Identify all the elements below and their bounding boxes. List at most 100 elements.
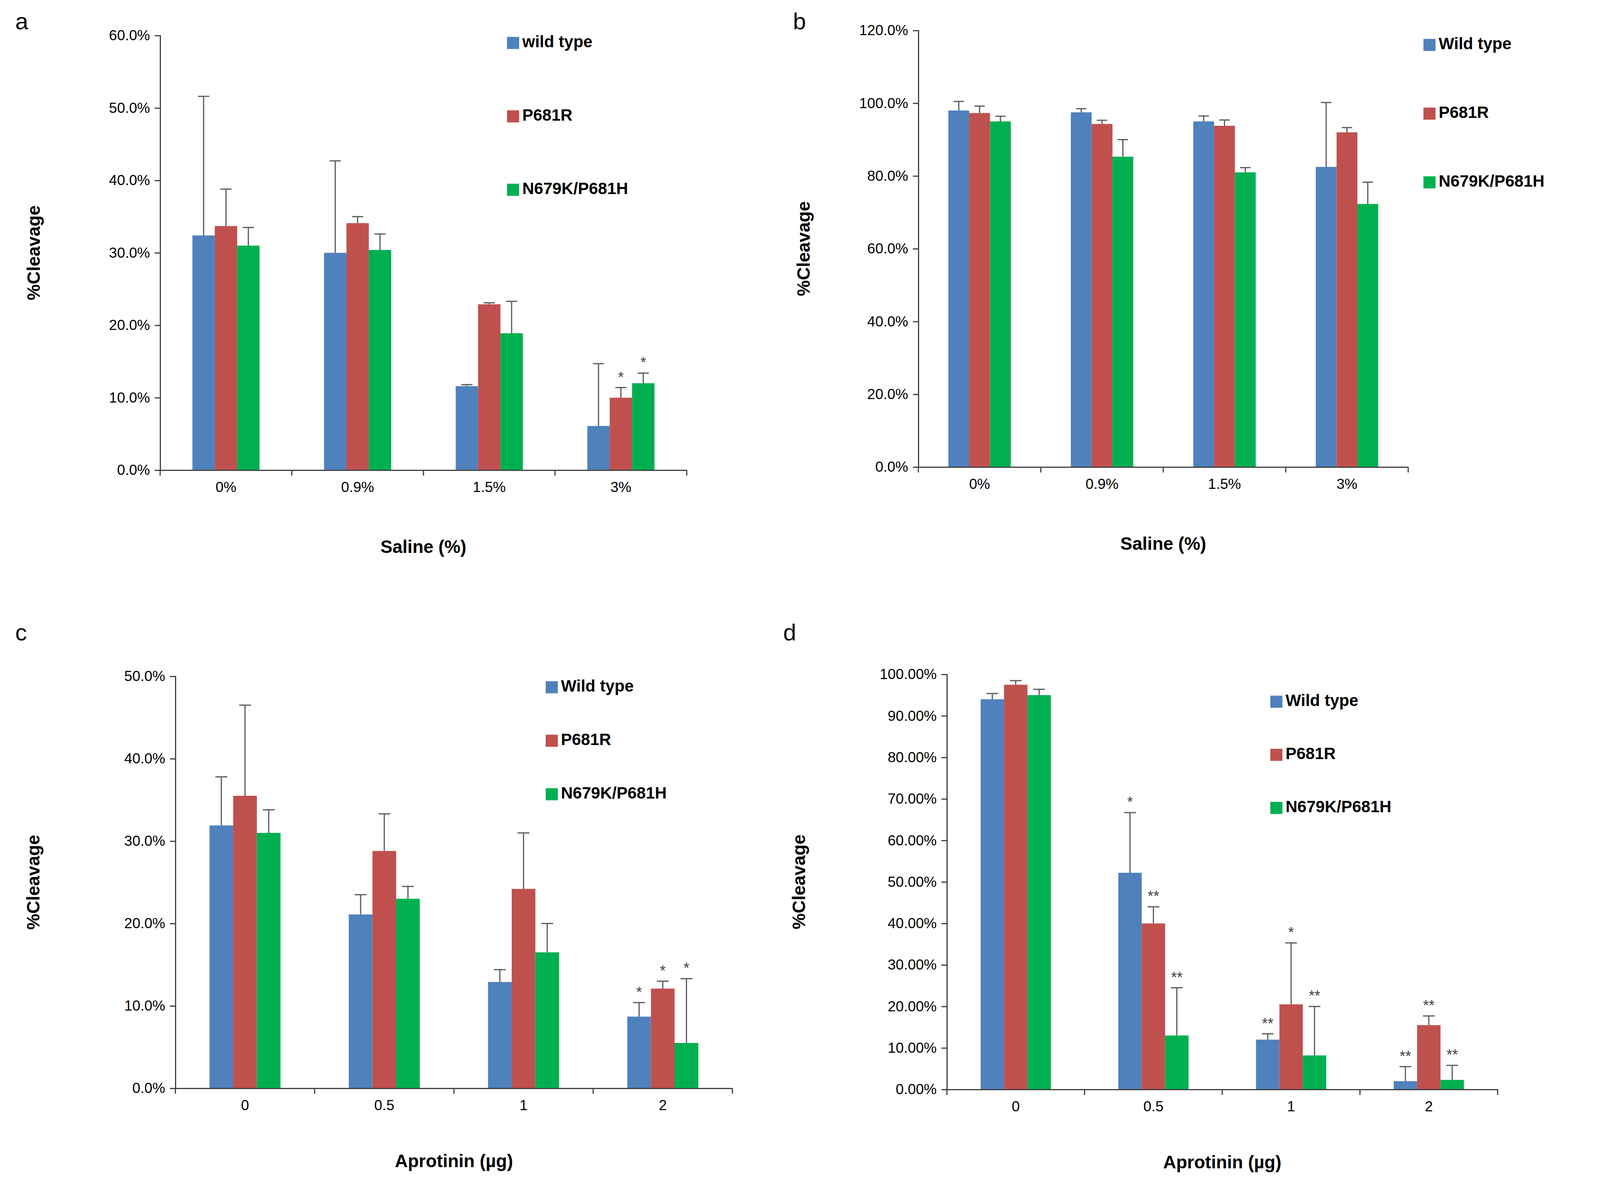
x-tick: 0 [1011,1098,1020,1115]
bar [396,899,420,1089]
category-divider [1359,1089,1361,1096]
legend-swatch [545,681,558,694]
x-tick: 3% [610,479,632,496]
significance-marker: * [617,369,624,386]
y-tick-label: 90.00% [887,708,938,725]
error-bar [1171,988,1183,1036]
legend-label: Wild type [560,676,634,696]
bar [1234,172,1256,468]
legend-swatch [1423,39,1436,52]
x-tick: 1.5% [1208,476,1242,493]
y-axis: 0.0%10.0%20.0%30.0%40.0%50.0% [124,668,176,1097]
x-tick: 3% [1336,476,1358,493]
error-bar [505,301,518,334]
bar [368,250,392,471]
significance-marker: * [1288,924,1295,942]
x-axis-title: Aprotinin (µg) [394,1151,513,1172]
x-tick: 1 [1287,1098,1296,1115]
bar [948,110,970,468]
error-bar [1147,907,1160,924]
x-tick: 2 [1424,1098,1433,1115]
x-tick-label: 0 [241,1097,250,1114]
y-tick: 40.0% [124,750,176,767]
y-axis-title: %Cleavage [788,834,809,930]
y-tick-label: 40.0% [124,750,166,767]
y-tick-label: 30.00% [887,957,938,974]
error-bar [401,886,414,900]
error-bar [242,227,254,246]
y-axis: 0.0%20.0%40.0%60.0%80.0%100.0%120.0% [859,22,919,475]
x-axis: 0 0.5 1 2 [947,1090,1499,1116]
bar [478,304,501,471]
error-bar [1096,120,1108,124]
y-tick: 20.00% [887,998,948,1015]
error-bar [378,814,391,852]
x-tick-label: 1 [519,1097,528,1114]
y-tick-mark [169,841,176,843]
category-divider [592,1088,594,1095]
y-tick-label: 80.0% [867,167,909,184]
significance-marker: ** [1423,997,1435,1015]
plot-area [980,680,1464,1090]
x-tick: 0.5 [374,1097,395,1114]
error-bar [1009,680,1022,686]
y-tick: 100.00% [879,666,947,683]
bar [257,833,281,1089]
y-tick-label: 70.00% [887,791,938,808]
error-bar [483,302,495,305]
y-tick-mark [154,325,161,327]
bar [969,112,990,468]
error-bar [657,981,669,990]
category-divider [1221,1089,1224,1096]
y-axis-title: %Cleavage [793,201,814,297]
error-bar [262,810,275,834]
category-divider [686,470,688,476]
y-tick-label: 10.0% [124,998,166,1015]
significance-marker: * [659,962,666,980]
legend: wild typeP681RN679K/P681H [507,32,629,198]
panel: 0.0%20.0%40.0%60.0%80.0%100.0%120.0%0%0.… [792,8,1545,554]
y-axis-title: %Cleavage [23,835,44,931]
y-tick-mark [154,35,161,37]
y-axis-line [154,35,161,471]
error-bar [215,776,227,826]
category-divider [1162,467,1165,473]
legend-swatch [1423,176,1436,189]
y-tick-label: 20.00% [887,998,938,1015]
y-tick-label: 40.0% [867,313,909,330]
category-divider [1497,1089,1499,1096]
y-tick-mark [912,30,919,32]
y-tick-mark [912,466,919,468]
bar [1393,1081,1418,1090]
plot-area [948,101,1379,468]
y-tick-label: 30.0% [108,244,150,261]
y-tick-mark [912,102,919,104]
legend: Wild typeP681RN679K/P681H [545,676,667,803]
category-divider [314,1088,316,1095]
bar [1357,203,1379,468]
bar [500,333,523,471]
bar [237,245,260,471]
y-tick: 0.0% [875,458,919,475]
panel: **0.0%10.0%20.0%30.0%40.0%50.0%60.0%0%0.… [15,8,688,558]
y-tick: 50.0% [124,668,176,685]
y-axis-title: %Cleavage [23,205,44,301]
error-bar [220,189,232,227]
y-tick: 10.00% [887,1040,948,1057]
y-tick-mark [912,321,919,323]
legend-label: N679K/P681H [1285,797,1392,817]
legend-label: P681R [1438,103,1489,122]
y-tick: 80.00% [887,749,948,766]
y-tick: 0.0% [117,462,161,479]
bar [1027,695,1051,1090]
y-tick-mark [912,248,919,250]
x-tick: 0.5 [1143,1098,1164,1115]
y-tick-mark [941,1006,947,1008]
error-bar [1261,1034,1274,1041]
y-tick-label: 60.00% [887,832,938,849]
significance-marker: * [1126,794,1133,811]
bar [989,121,1011,468]
y-tick-label: 80.00% [887,749,938,766]
legend-swatch [1423,107,1436,120]
bar [192,235,215,471]
